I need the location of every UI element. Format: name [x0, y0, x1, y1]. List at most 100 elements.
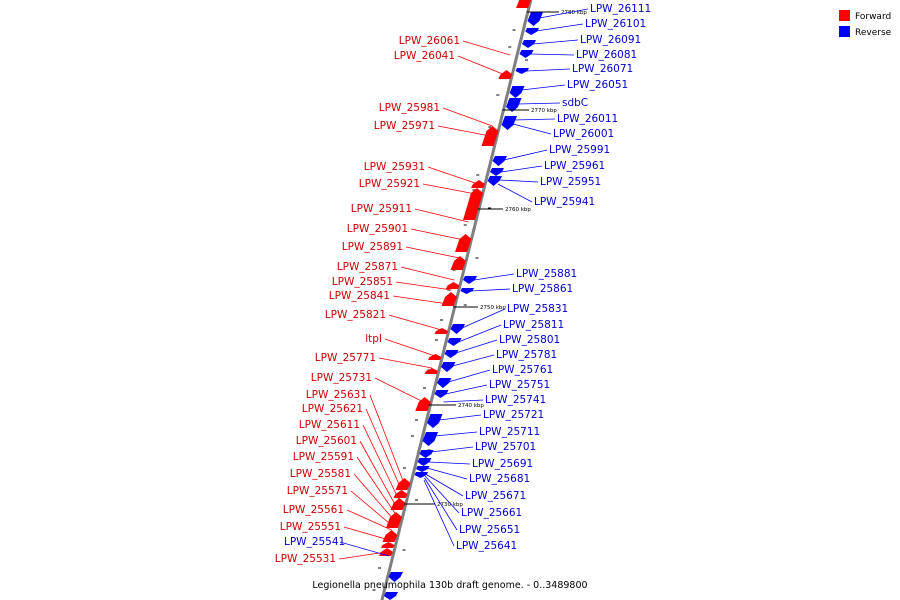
forward-leader-line: [353, 473, 395, 521]
reverse-gene-block: [434, 390, 449, 398]
reverse-gene-label: LPW_26001: [553, 128, 614, 140]
forward-gene-label: LPW_26061: [399, 35, 460, 47]
forward-gene-block: [441, 292, 457, 306]
reverse-gene-label: LPW_25541: [284, 536, 345, 548]
reverse-gene-block: [437, 378, 452, 388]
reverse-leader-line: [424, 477, 458, 531]
reverse-leader-line: [461, 308, 506, 329]
reverse-gene-label: LPW_25651: [459, 524, 520, 536]
reverse-gene-label: LPW_25961: [544, 160, 605, 172]
forward-gene-label: LPW_25551: [280, 521, 341, 533]
reverse-gene-label: LPW_25861: [512, 283, 573, 295]
reverse-gene-block: [441, 362, 456, 372]
reverse-leader-line: [526, 68, 571, 72]
forward-gene-label: LPW_25531: [275, 553, 336, 565]
reverse-leader-line: [445, 384, 488, 395]
reverse-gene-block: [492, 156, 507, 166]
reverse-gene-label: LPW_25681: [469, 473, 530, 485]
reverse-leader-line: [438, 414, 482, 421]
reverse-leader-line: [458, 324, 502, 343]
forward-gene-label: LPW_25971: [374, 120, 435, 132]
reverse-leader-line: [530, 53, 575, 56]
reverse-gene-block: [509, 86, 525, 98]
forward-gene-label: LPW_25851: [332, 276, 393, 288]
reverse-leader-line: [497, 183, 533, 203]
reverse-gene-label: LPW_25691: [472, 458, 533, 470]
reverse-gene-label: LPW_25991: [549, 144, 610, 156]
forward-leader-line: [414, 208, 469, 223]
reverse-gene-label: LPW_26091: [580, 34, 641, 46]
forward-leader-line: [378, 357, 433, 369]
forward-gene-label: LPW_25931: [364, 161, 425, 173]
reverse-gene-block: [427, 414, 443, 428]
reverse-gene-block: [414, 472, 428, 478]
forward-gene-label: LPW_25841: [329, 290, 390, 302]
forward-gene-block: [516, 0, 532, 8]
forward-leader-line: [462, 40, 511, 56]
forward-leader-line: [405, 246, 460, 259]
reverse-gene-block: [463, 276, 477, 284]
kbp-tick-label: 2730 kbp: [437, 502, 463, 508]
forward-leader-line: [346, 509, 392, 531]
reverse-gene-block: [419, 450, 434, 458]
forward-gene-block: [382, 530, 398, 542]
reverse-leader-line: [539, 8, 589, 19]
forward-leader-line: [350, 490, 393, 527]
reverse-leader-line: [423, 479, 455, 547]
reverse-leader-line: [513, 118, 556, 121]
reverse-leader-line: [425, 473, 464, 497]
forward-gene-block: [428, 354, 442, 360]
reverse-gene-block: [487, 176, 502, 186]
reverse-gene-label: LPW_26101: [585, 18, 646, 30]
reverse-leader-line: [500, 165, 543, 173]
reverse-leader-line: [455, 339, 498, 354]
forward-gene-label: LPW_25891: [342, 241, 403, 253]
reverse-gene-label: LPW_25661: [461, 507, 522, 519]
kbp-tick-label: 2770 kbp: [531, 108, 557, 114]
forward-gene-block: [381, 542, 395, 548]
genome-caption: Legionella pneumophila 130b draft genome…: [312, 580, 587, 591]
forward-leader-line: [369, 394, 404, 483]
forward-gene-label: LPW_25911: [351, 203, 412, 215]
reverse-gene-block: [417, 458, 432, 466]
reverse-gene-block: [416, 466, 430, 472]
forward-gene-label: LPW_25771: [315, 352, 376, 364]
reverse-gene-block: [506, 98, 522, 112]
forward-gene-block: [463, 188, 483, 220]
forward-gene-label: LPW_26041: [394, 50, 455, 62]
kbp-tick-label: 2740 kbp: [458, 403, 484, 409]
reverse-gene-block: [388, 572, 403, 582]
forward-leader-line: [388, 314, 442, 331]
reverse-gene-block: [525, 28, 539, 35]
reverse-leader-line: [452, 354, 495, 367]
reverse-gene-label: LPW_25881: [516, 268, 577, 280]
forward-gene-block: [395, 478, 411, 490]
reverse-leader-line: [424, 475, 460, 514]
forward-gene-label: LPW_25731: [311, 372, 372, 384]
forward-leader-line: [359, 440, 398, 509]
kbp-tick-label: 2760 kbp: [505, 207, 531, 213]
forward-leader-line: [400, 266, 455, 281]
reverse-gene-label: LPW_26011: [557, 113, 618, 125]
legend-label: Forward: [855, 12, 891, 22]
forward-gene-block: [390, 498, 406, 510]
reverse-gene-block: [490, 168, 504, 176]
reverse-gene-label: LPW_25751: [489, 379, 550, 391]
forward-gene-label: LPW_25901: [347, 223, 408, 235]
reverse-gene-block: [444, 350, 459, 358]
forward-gene-label: LPW_25821: [325, 309, 386, 321]
kbp-tick-label: 2750 kbp: [480, 305, 506, 311]
reverse-gene-label: LPW_25831: [507, 303, 568, 315]
reverse-leader-line: [498, 179, 539, 183]
forward-gene-block: [450, 256, 466, 270]
forward-leader-line: [356, 456, 396, 515]
reverse-leader-line: [473, 273, 515, 281]
forward-gene-label: ltpI: [365, 333, 382, 345]
reverse-gene-label: LPW_25741: [485, 394, 546, 406]
forward-gene-label: LPW_25621: [302, 403, 363, 415]
forward-gene-label: LPW_25591: [293, 451, 354, 463]
forward-leader-line: [362, 424, 400, 501]
forward-leader-line: [457, 55, 506, 76]
forward-leader-line: [442, 107, 493, 127]
reverse-leader-line: [426, 467, 468, 480]
